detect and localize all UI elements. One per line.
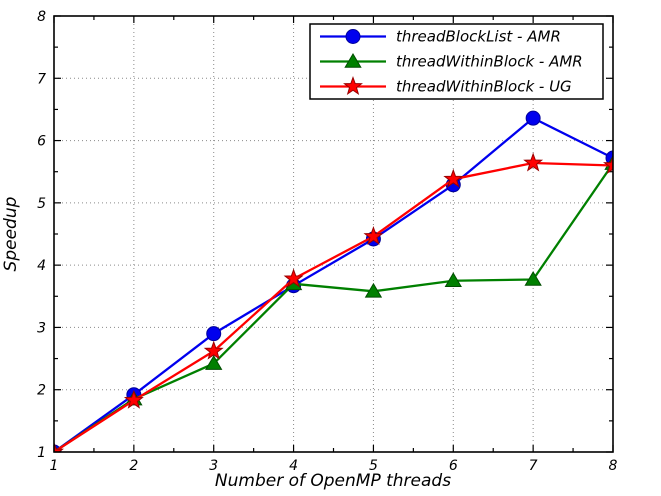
series-threadwithinblock-amr [54, 155, 613, 452]
x-tick-label: 3 [209, 458, 218, 474]
star-marker [363, 226, 384, 245]
x-tick-label: 6 [449, 458, 458, 474]
x-axis-label: Number of OpenMP threads [214, 471, 452, 491]
triangle-marker [444, 272, 462, 288]
circle-marker [525, 110, 541, 126]
x-tick-label: 7 [529, 458, 538, 474]
y-tick-label: 8 [37, 9, 46, 25]
legend-label: threadWithinBlock - AMR [396, 53, 583, 71]
legend-item: threadWithinBlock - UG [320, 76, 572, 96]
legend-item: threadWithinBlock - AMR [320, 53, 583, 71]
triangle-marker [524, 270, 542, 286]
plot-frame [53, 15, 614, 453]
star-marker [283, 268, 304, 288]
x-tick-label: 4 [289, 458, 298, 474]
series-line [54, 162, 613, 452]
x-tick-label: 5 [369, 458, 378, 474]
circle-marker [345, 29, 361, 44]
y-tick-label: 5 [37, 196, 46, 212]
star-marker [203, 340, 224, 360]
y-axis-label: Speedup [1, 196, 21, 272]
x-tick-label: 2 [129, 458, 138, 474]
legend-label: threadBlockList - AMR [396, 28, 561, 46]
y-tick-label: 1 [37, 445, 46, 461]
x-tick-label: 8 [609, 458, 618, 474]
triangle-marker [344, 53, 362, 68]
series-threadwithinblock-ug [54, 152, 613, 452]
series-line [54, 116, 613, 452]
triangle-marker [364, 282, 383, 298]
star-marker [443, 168, 464, 188]
y-tick-label: 3 [37, 320, 46, 336]
y-tick-label: 7 [37, 71, 46, 87]
series-line [54, 161, 613, 452]
legend-label: threadWithinBlock - UG [396, 78, 572, 96]
triangle-marker [205, 355, 223, 370]
circle-marker [206, 326, 222, 342]
x-tick-label: 1 [50, 458, 59, 474]
star-marker [123, 389, 144, 409]
y-tick-label: 4 [37, 258, 46, 274]
star-marker [523, 152, 544, 172]
star-marker [343, 76, 363, 95]
legend: threadBlockList - AMR threadWithinBlock -… [309, 23, 604, 100]
y-tick-label: 6 [37, 134, 46, 150]
legend-item: threadBlockList - AMR [320, 28, 561, 46]
tick-labels: 1 2 3 4 5 6 7 8 1 2 3 4 5 6 7 8 [37, 9, 617, 474]
star-marker [54, 441, 64, 452]
y-tick-label: 2 [37, 383, 46, 399]
star-marker [603, 155, 613, 174]
